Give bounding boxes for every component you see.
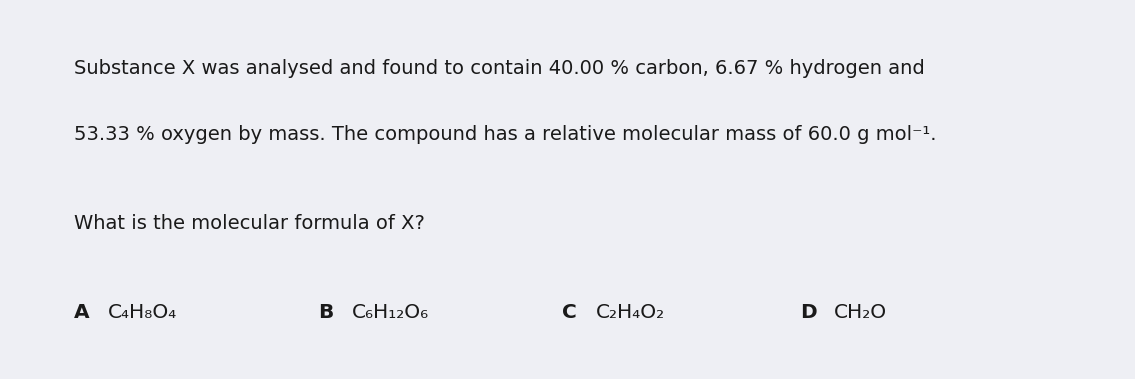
Text: C₆H₁₂O₆: C₆H₁₂O₆ — [352, 303, 429, 322]
Text: B: B — [318, 303, 333, 322]
Text: C₄H₈O₄: C₄H₈O₄ — [108, 303, 177, 322]
FancyBboxPatch shape — [1087, 127, 1120, 236]
Text: Substance X was analysed and found to contain 40.00 % carbon, 6.67 % hydrogen an: Substance X was analysed and found to co… — [74, 59, 925, 78]
Text: A: A — [74, 303, 90, 322]
Text: C: C — [562, 303, 577, 322]
Text: What is the molecular formula of X?: What is the molecular formula of X? — [74, 214, 424, 233]
FancyBboxPatch shape — [11, 6, 1095, 373]
FancyBboxPatch shape — [235, 349, 531, 379]
Text: 53.33 % oxygen by mass. The compound has a relative molecular mass of 60.0 g mol: 53.33 % oxygen by mass. The compound has… — [74, 125, 936, 144]
Text: C₂H₄O₂: C₂H₄O₂ — [596, 303, 665, 322]
Text: D: D — [800, 303, 817, 322]
Text: CH₂O: CH₂O — [834, 303, 888, 322]
